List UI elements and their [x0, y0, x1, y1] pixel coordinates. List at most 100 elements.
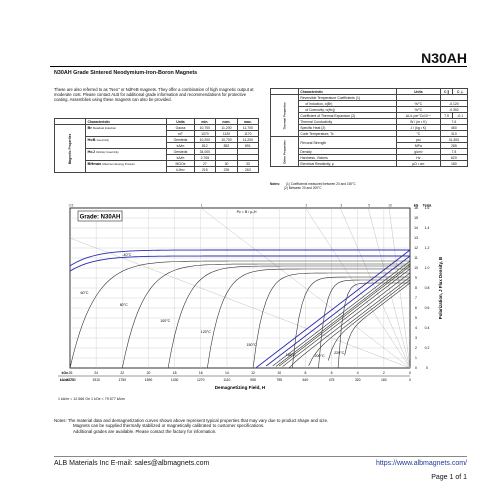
property-name: Coercivity	[96, 138, 109, 143]
footer-url[interactable]: https://www.albmagnets.com/	[375, 460, 467, 467]
x-tick-koe: 24	[94, 371, 98, 375]
table-cell: Electrical Resistivity, ρ	[298, 160, 397, 167]
axis-unit-koe: kOe	[62, 371, 69, 375]
x-tick-kam: 475	[329, 378, 335, 382]
x-tick-kam: 0	[409, 378, 411, 382]
property-symbol: Br	[87, 125, 92, 131]
property-symbol: HcB	[87, 137, 96, 143]
x-tick-kam: 2070	[66, 378, 74, 382]
chart-title: Grade: N30AH	[80, 214, 121, 220]
permeance-label: 10	[388, 204, 392, 208]
x-tick-koe: 20	[147, 371, 151, 375]
b-curve	[282, 268, 411, 367]
y-tick-kg: 16	[414, 206, 418, 210]
axis-unit-tesla: Tesla	[423, 204, 432, 208]
j-curve	[337, 282, 410, 369]
y-tick-kg: 3	[415, 336, 417, 340]
property-symbol: HcJ	[87, 149, 95, 155]
x-tick-kam: 320	[355, 378, 361, 382]
y-tick-kg: 2	[415, 346, 417, 350]
table-cell: kJ/m³	[166, 166, 195, 173]
y-tick-kg: 15	[414, 216, 418, 220]
temperature-label: 200°C	[315, 354, 325, 358]
j-curve	[207, 268, 410, 369]
temperature-label: 120°C	[201, 330, 211, 334]
y-tick-kg: 14	[414, 226, 418, 230]
note-line-2: Magnets can be supplied thermally stabil…	[73, 423, 265, 429]
magnetic-properties-table: Characteristic Units min. nom. max. Magn…	[53, 118, 260, 173]
y-tick-kg: 8	[415, 286, 417, 290]
b-curve	[344, 282, 411, 356]
temperature-label: 100°C	[160, 319, 170, 323]
y-tick-kg: 1	[415, 356, 417, 360]
y-tick-kg: 6	[415, 306, 417, 310]
b-curve	[308, 276, 411, 366]
footer-company[interactable]: ALB Materials Inc E-mail: sales@albmagne…	[54, 460, 210, 467]
b-curve	[327, 279, 411, 361]
j-curve	[167, 265, 410, 369]
bottom-divider	[54, 456, 467, 457]
y-tick-tesla: 0.8	[425, 286, 430, 290]
table-cell: 215	[193, 166, 217, 173]
y-tick-tesla: 0.6	[425, 306, 430, 310]
property-name: Maximum Energy Product	[102, 162, 135, 167]
property-name: Intrinsic Coercivity	[95, 150, 119, 155]
permeance-label: 1	[201, 204, 203, 208]
y-tick-kg: 0	[415, 366, 417, 370]
demagnetization-chart: 0.5 1 2 3 5 10 Pc = B / μ₀H -40°C 60°C 80°C 100°C 1…	[56, 200, 453, 400]
x-tick-koe: 14	[225, 371, 229, 375]
temperature-label: 80°C	[120, 303, 128, 307]
axis-unit-kg: kG	[414, 204, 419, 208]
permeance-label: 0.5	[69, 204, 74, 208]
x-tick-koe: 12	[251, 371, 255, 375]
y-tick-tesla: 1.4	[425, 226, 430, 230]
page-number: Page 1 of 1	[431, 474, 467, 481]
page-title: N30AH	[421, 50, 467, 66]
thermal-properties-table: Characteristic Units C ∥ C ⊥ Thermal Pro…	[269, 88, 469, 167]
y-tick-tesla: 1.2	[425, 246, 430, 250]
permeance-label: 3	[340, 204, 342, 208]
top-divider	[50, 66, 467, 67]
x-tick-koe: -26	[68, 371, 73, 375]
x-tick-koe: 6	[331, 371, 333, 375]
x-tick-koe: 2	[383, 371, 385, 375]
j-curve	[318, 279, 410, 369]
table-cell: μΩ • cm	[395, 160, 441, 167]
y-tick-kg: 12	[414, 246, 418, 250]
table-row: kJ/m³ 215 239 263	[55, 166, 260, 173]
x-tick-koe: 10	[277, 371, 281, 375]
pc-label: Pc = B / μ₀H	[237, 210, 257, 214]
y-tick-kg: 11	[414, 256, 418, 260]
y-tick-tesla: 1.6	[425, 206, 430, 210]
x-tick-koe: 8	[304, 371, 306, 375]
unit-conversion-note: 1 kA/m = 12.566 Oe 1 kOe = 79.577 kA/m	[58, 397, 125, 401]
x-tick-kam: 1590	[145, 378, 153, 382]
x-tick-koe: 16	[199, 371, 203, 375]
chart-title-box	[77, 210, 123, 222]
x-tick-kam: 1750	[119, 378, 127, 382]
thermal-notes: Notes: (1) Coefficients measured between …	[270, 182, 356, 191]
x-axis-label: Demagnetizing Field, H	[215, 385, 266, 390]
x-tick-kam: 640	[303, 378, 309, 382]
permeance-line	[69, 237, 411, 369]
x-tick-kam: 795	[276, 378, 282, 382]
table-cell: 239	[215, 166, 238, 173]
b-curve	[256, 249, 411, 368]
x-tick-kam: 160	[381, 378, 387, 382]
temperature-label: 60°C	[80, 291, 88, 295]
permeance-line	[305, 207, 411, 369]
group-label-text: Other Properties	[282, 139, 287, 164]
j-curve	[122, 263, 410, 369]
y-tick-tesla: 0	[426, 366, 428, 370]
x-tick-koe: 18	[173, 371, 177, 375]
y-tick-tesla: 0.2	[425, 346, 430, 350]
group-label-text: Magnetic Properties	[68, 133, 73, 164]
table-row: BHmax Maximum Energy Product MGOe 27 30 33	[55, 160, 260, 167]
x-tick-koe: 4	[357, 371, 359, 375]
y-tick-kg: 7	[415, 296, 417, 300]
thermal-note-1: (1) Coefficients measured between 20 and…	[285, 182, 356, 186]
j-curve	[69, 260, 410, 369]
j-curve	[292, 276, 410, 369]
temperature-label: 220°C	[334, 351, 344, 355]
bottom-notes: Notes: The material data and demagnetiza…	[54, 418, 464, 434]
